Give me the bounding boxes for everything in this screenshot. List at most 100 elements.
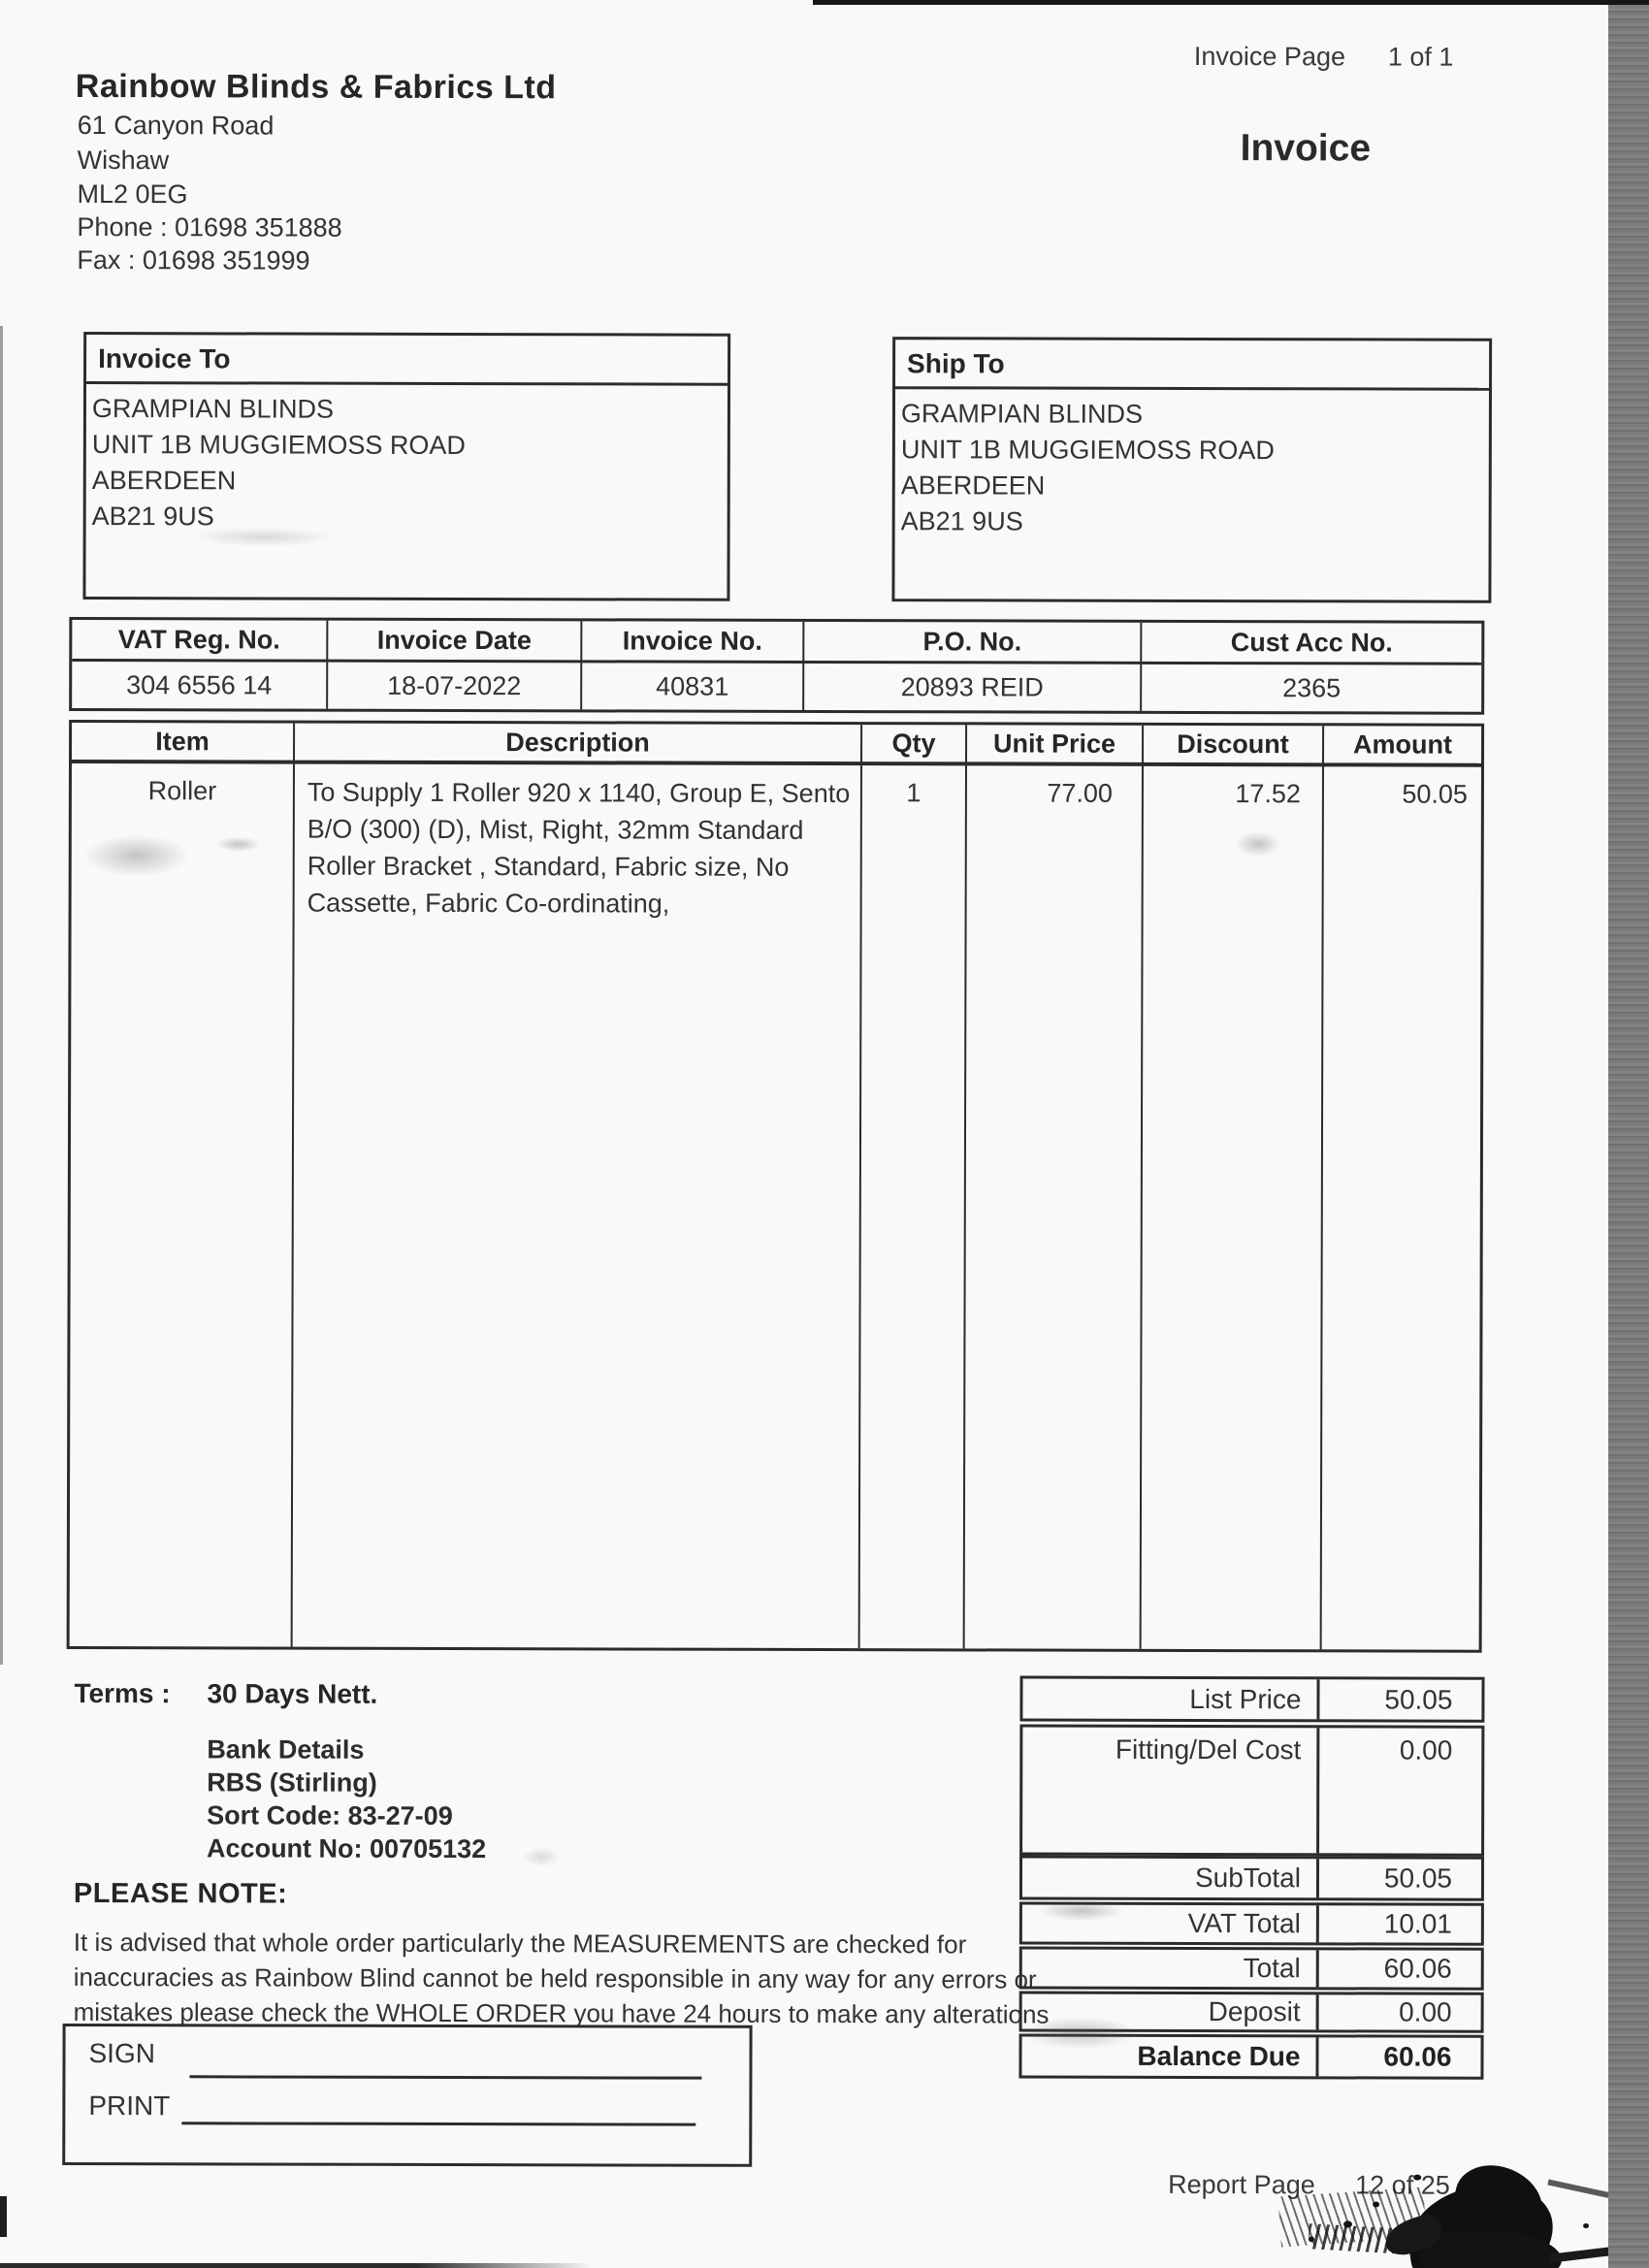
ink-speck — [1343, 2220, 1353, 2228]
total-row-subtotal: SubTotal 50.05 — [1018, 1855, 1485, 1901]
invoice-title: Invoice — [1240, 127, 1372, 170]
scanner-bottom-strip — [0, 2263, 592, 2268]
invoice-to-line: ABERDEEN — [91, 466, 237, 496]
signature-box: SIGN PRINT — [62, 2023, 753, 2167]
please-note-title: PLEASE NOTE: — [73, 1877, 288, 1910]
ship-to-line: UNIT 1B MUGGIEMOSS ROAD — [900, 435, 1275, 466]
invoice-page-label: Invoice Page — [1193, 41, 1346, 72]
ink-speck — [1413, 2174, 1422, 2181]
invoice-to-line: UNIT 1B MUGGIEMOSS ROAD — [91, 430, 466, 461]
scanner-top-strip — [813, 0, 1649, 5]
items-header-unit-price: Unit Price — [966, 725, 1145, 766]
meta-value-invoice-no: 40831 — [582, 663, 805, 710]
amount-cell: 50.05 — [1402, 779, 1468, 809]
line-items-table: Item Description Qty Unit Price Discount… — [66, 719, 1485, 1653]
sign-line — [189, 2075, 702, 2080]
please-note-text: It is advised that whole order particula… — [74, 1925, 1050, 2032]
ship-to-line: AB21 9US — [900, 506, 1023, 536]
items-header-item: Item — [71, 722, 296, 764]
total-row-list-price: List Price 50.05 — [1019, 1675, 1485, 1723]
company-address-line1: 61 Canyon Road — [77, 110, 275, 141]
invoice-to-line: GRAMPIAN BLINDS — [91, 394, 335, 424]
pencil-smudge — [190, 527, 337, 547]
pencil-smudge — [1037, 1899, 1125, 1922]
scanner-edge-band — [1608, 0, 1649, 2268]
company-address-line3: ML2 0EG — [77, 178, 188, 210]
description-line: B/O (300) (D), Mist, Right, 32mm Standar… — [307, 814, 804, 845]
meta-value-invoice-date: 18-07-2022 — [328, 662, 583, 710]
sign-label: SIGN — [88, 2038, 156, 2069]
meta-header-invoice-date: Invoice Date — [328, 620, 583, 664]
scanner-left-edge — [0, 326, 3, 1665]
invoice-to-title: Invoice To — [98, 343, 231, 374]
meta-value-vat-reg: 304 6556 14 — [72, 661, 329, 709]
qty-cell: 1 — [859, 765, 967, 1649]
ink-streak — [1548, 2247, 1612, 2263]
total-label: List Price — [1022, 1678, 1320, 1720]
invoice-meta-table: VAT Reg. No. Invoice Date Invoice No. P.… — [69, 616, 1485, 715]
meta-header-vat-reg: VAT Reg. No. — [72, 619, 329, 663]
total-value: 50.05 — [1384, 1684, 1453, 1715]
pencil-smudge — [82, 833, 190, 878]
item-cell: Roller — [69, 762, 295, 1647]
total-value: 60.06 — [1383, 2041, 1452, 2072]
discount-cell: 17.52 — [1141, 765, 1324, 1650]
note-line: It is advised that whole order particula… — [73, 1927, 967, 1960]
print-label: PRINT — [88, 2090, 171, 2122]
bank-details-line: Account No: 00705132 — [207, 1833, 487, 1864]
meta-header-cust-acc: Cust Acc No. — [1142, 622, 1482, 665]
ship-to-divider — [895, 386, 1490, 391]
invoice-to-box: Invoice To GRAMPIAN BLINDS UNIT 1B MUGGI… — [82, 331, 731, 601]
ink-speck — [1583, 2223, 1590, 2229]
total-label: Fitting/Del Cost — [1022, 1727, 1320, 1854]
total-value: 50.05 — [1383, 1863, 1453, 1894]
ship-to-title: Ship To — [907, 348, 1005, 379]
bank-details-title: Bank Details — [207, 1734, 365, 1765]
total-value: 60.06 — [1383, 1953, 1452, 1984]
scanner-left-edge-mark — [0, 2196, 7, 2237]
total-row-fitting-del-cost: Fitting/Del Cost 0.00 — [1019, 1724, 1485, 1857]
ink-speck — [1373, 2201, 1380, 2208]
ship-to-line: GRAMPIAN BLINDS — [900, 399, 1144, 429]
company-name: Rainbow Blinds & Fabrics Ltd — [75, 67, 557, 107]
pencil-smudge — [522, 1847, 562, 1867]
total-value: 10.01 — [1383, 1908, 1452, 1939]
unit-price-cell: 77.00 — [964, 765, 1144, 1649]
description-line: Roller Bracket , Standard, Fabric size, … — [307, 851, 790, 882]
ink-speck — [1309, 2236, 1315, 2243]
items-header-amount: Amount — [1323, 726, 1482, 767]
description-cell: To Supply 1 Roller 920 x 1140, Group E, … — [292, 763, 862, 1649]
bank-details-line: Sort Code: 83-27-09 — [207, 1800, 453, 1831]
items-header-discount: Discount — [1143, 725, 1325, 767]
print-line — [181, 2122, 696, 2126]
meta-header-po-no: P.O. No. — [804, 621, 1143, 664]
total-value: 0.00 — [1399, 1996, 1452, 2027]
company-address-line2: Wishaw — [77, 145, 170, 176]
ink-streak — [1547, 2179, 1617, 2200]
items-header-description: Description — [294, 723, 863, 766]
total-value: 0.00 — [1399, 1734, 1453, 1766]
bank-details-block: Bank Details RBS (Stirling) Sort Code: 8… — [207, 1733, 486, 1865]
items-header-qty: Qty — [861, 725, 968, 766]
invoice-to-divider — [86, 381, 728, 386]
description-line: To Supply 1 Roller 920 x 1140, Group E, … — [307, 777, 851, 809]
total-row-total: Total 60.06 — [1018, 1946, 1484, 1991]
terms-value: 30 Days Nett. — [207, 1678, 378, 1709]
ship-to-line: ABERDEEN — [900, 470, 1046, 501]
company-fax: Fax : 01698 351999 — [77, 244, 310, 275]
meta-header-invoice-no: Invoice No. — [582, 621, 805, 664]
meta-value-cust-acc: 2365 — [1282, 672, 1342, 702]
company-phone: Phone : 01698 351888 — [77, 211, 342, 243]
terms-label: Terms : — [74, 1677, 171, 1709]
pencil-smudge — [1021, 2016, 1139, 2050]
pencil-smudge — [1234, 831, 1281, 858]
ship-to-box: Ship To GRAMPIAN BLINDS UNIT 1B MUGGIEMO… — [891, 337, 1493, 603]
meta-value-po-no: 20893 REID — [804, 663, 1143, 711]
pencil-smudge — [215, 836, 261, 853]
description-line: Cassette, Fabric Co-ordinating, — [307, 888, 670, 919]
invoice-page-value: 1 of 1 — [1387, 42, 1454, 72]
total-label: Total — [1021, 1949, 1319, 1988]
bank-details-line: RBS (Stirling) — [207, 1767, 377, 1798]
